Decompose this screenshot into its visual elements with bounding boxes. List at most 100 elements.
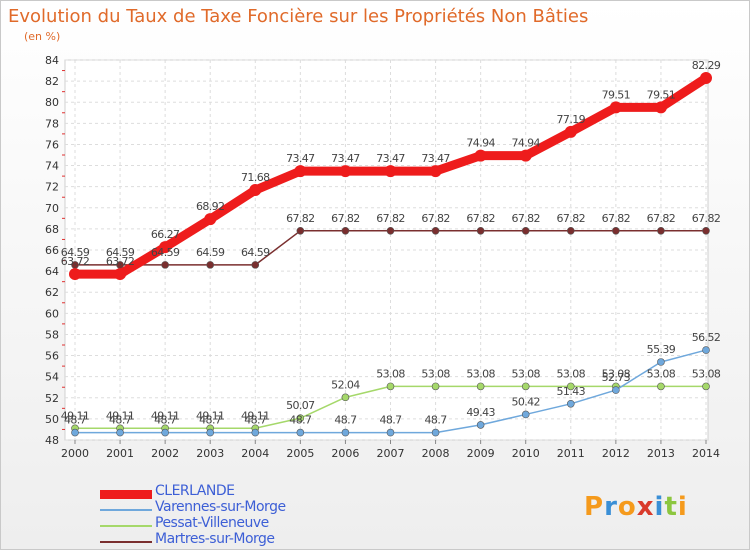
- x-tick-label: 2008: [422, 447, 450, 460]
- data-point: [654, 101, 667, 114]
- data-label: 77.19: [557, 113, 586, 126]
- data-label: 64.59: [61, 246, 90, 259]
- data-label: 67.82: [602, 212, 631, 225]
- data-label: 68.92: [196, 200, 225, 213]
- data-point: [476, 382, 485, 391]
- data-label: 49.11: [196, 409, 225, 422]
- data-point: [657, 226, 665, 235]
- data-label: 67.82: [286, 212, 315, 225]
- data-label: 73.47: [286, 152, 315, 165]
- data-point: [476, 226, 485, 235]
- data-point: [116, 428, 124, 437]
- data-point: [204, 213, 217, 226]
- data-label: 53.08: [647, 367, 676, 380]
- data-point: [657, 358, 665, 366]
- data-label: 67.82: [511, 212, 540, 225]
- data-label: 53.08: [557, 367, 586, 380]
- legend-swatch: [100, 489, 152, 499]
- data-point: [521, 382, 530, 391]
- data-label: 73.47: [376, 152, 405, 165]
- y-tick-label: 48: [45, 434, 59, 447]
- data-label: 53.08: [602, 367, 631, 380]
- legend-swatch: [100, 525, 152, 527]
- data-point: [161, 428, 169, 437]
- data-label: 49.11: [241, 409, 270, 422]
- data-label: 53.08: [692, 367, 721, 380]
- data-point: [519, 149, 532, 162]
- data-point: [341, 226, 350, 235]
- data-point: [609, 101, 622, 114]
- data-point: [521, 226, 530, 235]
- data-point: [657, 382, 665, 391]
- legend-label: Martres-sur-Morge: [155, 531, 275, 547]
- data-label: 49.43: [466, 406, 495, 419]
- data-label: 49.11: [151, 409, 180, 422]
- data-point: [206, 261, 215, 269]
- y-tick-label: 62: [45, 286, 59, 299]
- data-label: 82.29: [692, 59, 721, 72]
- data-label: 63.72: [61, 255, 90, 268]
- x-tick-label: 2007: [377, 447, 405, 460]
- data-point: [474, 149, 487, 162]
- data-label: 64.59: [106, 246, 135, 259]
- data-label: 55.39: [647, 343, 676, 356]
- data-point: [702, 226, 710, 235]
- data-label: 74.94: [466, 137, 495, 150]
- x-tick-label: 2004: [241, 447, 269, 460]
- data-point: [339, 165, 352, 178]
- data-point: [386, 382, 395, 391]
- data-label: 52.04: [331, 378, 360, 391]
- chart-title: Evolution du Taux de Taxe Foncière sur l…: [8, 6, 589, 27]
- data-label: 48.7: [109, 414, 132, 427]
- data-label: 64.59: [241, 246, 270, 259]
- data-label: 48.7: [244, 414, 267, 427]
- y-tick-label: 60: [45, 307, 59, 320]
- legend-swatch: [100, 509, 152, 511]
- legend-label: Varennes-sur-Morge: [155, 499, 286, 515]
- data-point: [521, 410, 530, 419]
- x-tick-label: 2002: [151, 447, 179, 460]
- data-label: 48.7: [334, 414, 357, 427]
- data-label: 74.94: [511, 137, 540, 150]
- y-tick-label: 72: [45, 181, 59, 194]
- y-tick-label: 50: [45, 413, 59, 426]
- data-label: 53.08: [376, 367, 405, 380]
- data-point: [294, 165, 307, 178]
- legend-swatch: [100, 541, 152, 543]
- data-label: 73.47: [421, 152, 450, 165]
- data-label: 48.7: [425, 414, 448, 427]
- y-tick-label: 52: [45, 392, 59, 405]
- data-point: [296, 226, 305, 235]
- y-tick-label: 54: [45, 371, 59, 384]
- data-label: 67.82: [331, 212, 360, 225]
- data-label: 67.82: [421, 212, 450, 225]
- x-tick-label: 2005: [286, 447, 314, 460]
- data-point: [386, 226, 395, 235]
- data-label: 64.59: [196, 246, 225, 259]
- data-point: [249, 184, 262, 197]
- data-point: [702, 346, 710, 354]
- y-tick-label: 56: [45, 350, 59, 363]
- data-point: [386, 428, 395, 437]
- y-tick-label: 82: [45, 75, 59, 88]
- x-tick-label: 2014: [692, 447, 720, 460]
- y-tick-label: 64: [45, 265, 59, 278]
- x-tick-label: 2012: [602, 447, 630, 460]
- data-label: 52.73: [602, 371, 631, 384]
- legend-label: Pessat-Villeneuve: [155, 515, 269, 531]
- data-label: 50.42: [511, 395, 540, 408]
- data-point: [700, 72, 712, 85]
- data-label: 63.72: [106, 255, 135, 268]
- data-point: [612, 386, 620, 394]
- data-point: [296, 428, 305, 437]
- data-point: [296, 414, 305, 422]
- data-label: 67.82: [376, 212, 405, 225]
- data-point: [566, 399, 575, 408]
- data-point: [429, 165, 442, 178]
- proxiti-logo: Proxiti: [584, 492, 688, 522]
- data-point: [431, 428, 440, 437]
- x-tick-label: 2013: [647, 447, 675, 460]
- chart-unit: (en %): [24, 30, 61, 43]
- data-point: [566, 226, 575, 235]
